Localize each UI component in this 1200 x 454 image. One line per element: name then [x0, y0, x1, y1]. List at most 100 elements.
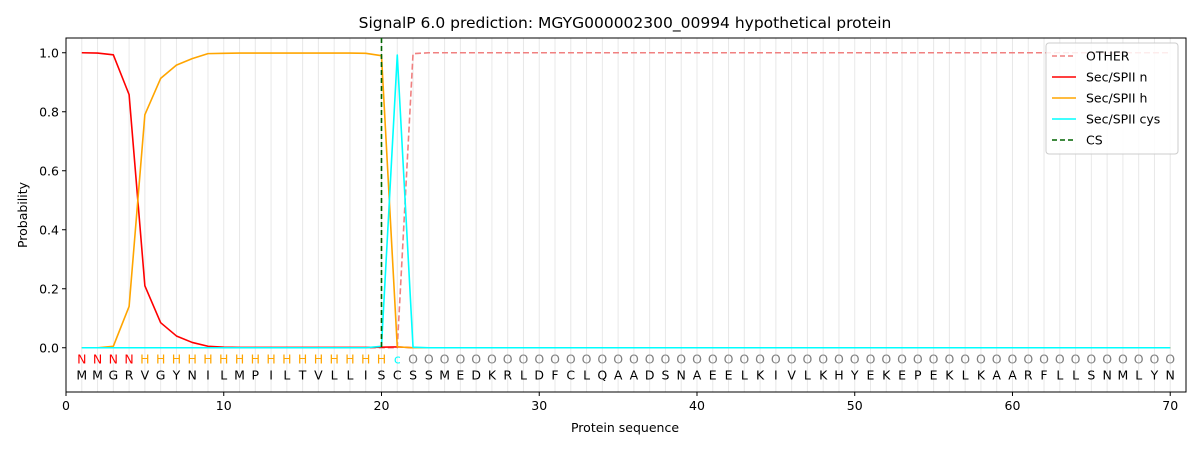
residue-label: L [741, 368, 748, 383]
residue-label: N [188, 368, 197, 383]
region-label: O [1118, 351, 1128, 366]
region-label: O [724, 351, 734, 366]
x-tick-label: 40 [689, 398, 705, 413]
residue-label: L [1056, 368, 1063, 383]
residue-label: N [677, 368, 686, 383]
region-label: H [361, 351, 370, 366]
residue-label: K [488, 368, 497, 383]
region-label: O [834, 351, 844, 366]
region-label: O [597, 351, 607, 366]
region-label: N [124, 351, 133, 366]
region-label: H [203, 351, 212, 366]
region-label: O [881, 351, 891, 366]
region-label: O [771, 351, 781, 366]
region-label: H [251, 351, 260, 366]
residue-label: M [234, 368, 245, 383]
region-label: H [314, 351, 323, 366]
legend-label-cs: CS [1086, 133, 1103, 148]
y-tick-label: 0.8 [39, 104, 59, 119]
region-label: O [1039, 351, 1049, 366]
region-label: O [424, 351, 434, 366]
region-label: c [394, 351, 401, 366]
region-label: O [1086, 351, 1096, 366]
region-label: O [739, 351, 749, 366]
x-tick-label: 10 [216, 398, 232, 413]
residue-label: V [787, 368, 796, 383]
region-label: O [992, 351, 1002, 366]
residue-label: I [774, 368, 778, 383]
region-label: O [645, 351, 655, 366]
region-label: O [582, 351, 592, 366]
residue-label: S [1087, 368, 1095, 383]
region-label: O [818, 351, 828, 366]
residue-label: L [962, 368, 969, 383]
residue-label: Q [597, 368, 607, 383]
region-label: O [1102, 351, 1112, 366]
region-label: H [377, 351, 386, 366]
region-label: H [219, 351, 228, 366]
legend-label-other: OTHER [1086, 49, 1130, 64]
region-label: H [187, 351, 196, 366]
residue-label: L [346, 368, 353, 383]
series-lines [81, 38, 1171, 349]
residue-label: R [125, 368, 134, 383]
region-label: O [1055, 351, 1065, 366]
residue-label: E [456, 368, 464, 383]
residue-label: Y [1150, 368, 1159, 383]
region-label: O [850, 351, 860, 366]
residue-label: V [314, 368, 323, 383]
region-label: O [487, 351, 497, 366]
region-label: O [566, 351, 576, 366]
y-tick-label: 0.2 [39, 281, 59, 296]
region-label: O [755, 351, 765, 366]
residue-label: E [709, 368, 717, 383]
legend-label-sec-spii-h: Sec/SPII h [1086, 91, 1147, 106]
region-label: H [298, 351, 307, 366]
region-label: O [708, 351, 718, 366]
residue-label: M [76, 368, 87, 383]
residue-label: F [551, 368, 558, 383]
residue-label: D [471, 368, 481, 383]
residue-label: S [661, 368, 669, 383]
residue-label: K [977, 368, 986, 383]
residue-label: S [409, 368, 417, 383]
residue-label: I [364, 368, 368, 383]
residue-label: R [503, 368, 512, 383]
residue-label: E [867, 368, 875, 383]
y-tick-label: 1.0 [39, 45, 59, 60]
legend-label-sec-spii-cys: Sec/SPII cys [1086, 112, 1160, 127]
series-line-sec-spii-cys [81, 54, 1171, 349]
residue-label: I [206, 368, 210, 383]
residue-label: P [914, 368, 922, 383]
y-tick-label: 0.4 [39, 222, 59, 237]
residue-label: I [269, 368, 273, 383]
residue-label: C [393, 368, 402, 383]
region-label: O [929, 351, 939, 366]
axes: 0 10 20 30 40 50 60 70 0.0 0.2 0.4 0.6 0.8 1.0 [39, 37, 1187, 413]
region-label: O [1150, 351, 1160, 366]
residue-label: A [992, 368, 1001, 383]
y-tick-label: 0.0 [39, 340, 59, 355]
region-label: O [550, 351, 560, 366]
residue-label: M [439, 368, 450, 383]
region-label: O [976, 351, 986, 366]
region-label: O [629, 351, 639, 366]
residue-label: N [1102, 368, 1111, 383]
plot-frame [65, 37, 1187, 393]
residue-label: H [834, 368, 843, 383]
region-label: H [345, 351, 354, 366]
region-label: N [77, 351, 86, 366]
region-label: O [1071, 351, 1081, 366]
residue-label: L [583, 368, 590, 383]
region-label: O [866, 351, 876, 366]
residue-label: S [378, 368, 386, 383]
y-axis-label: Probability [15, 181, 30, 248]
x-axis-label: Protein sequence [571, 420, 679, 435]
region-label: O [455, 351, 465, 366]
residue-label: P [252, 368, 260, 383]
residue-label: A [693, 368, 702, 383]
residue-label: L [804, 368, 811, 383]
legend: OTHER Sec/SPII n Sec/SPII h Sec/SPII cys CS [1045, 42, 1179, 155]
